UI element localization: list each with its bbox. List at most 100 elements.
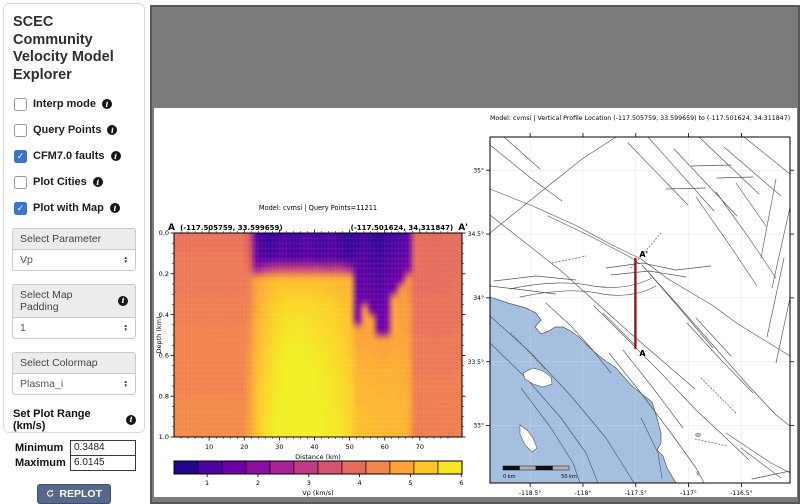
svg-text:0.2: 0.2: [159, 270, 169, 278]
select-value[interactable]: Plasma_i ▲ ▼: [13, 373, 135, 394]
svg-text:0.4: 0.4: [159, 311, 169, 319]
checkbox-label: Query Points: [33, 124, 102, 137]
info-icon[interactable]: i: [118, 295, 128, 306]
maximum-label: Maximum: [15, 457, 66, 470]
info-icon[interactable]: i: [107, 125, 118, 136]
app-title: SCEC Community Velocity Model Explorer: [13, 14, 114, 84]
svg-text:35°: 35°: [473, 167, 484, 174]
svg-text:5: 5: [408, 479, 412, 487]
minimum-row: Minimum: [15, 439, 136, 456]
checkbox-cfm7-0-faults[interactable]: ✓ CFM7.0 faults i: [14, 149, 136, 163]
svg-text:50: 50: [345, 443, 353, 451]
map-title: Model: cvmsi | Vertical Profile Location…: [490, 115, 791, 122]
islands: [519, 367, 553, 453]
info-icon[interactable]: i: [126, 414, 136, 425]
svg-text:34.5°: 34.5°: [468, 231, 484, 238]
select-select-colormap: Select Colormap Plasma_i ▲ ▼: [12, 351, 136, 395]
info-icon[interactable]: i: [110, 151, 121, 162]
checkbox-group: Interp mode i Query Points i ✓ CFM7.0 faults i…: [12, 97, 136, 215]
selected-option: 1: [20, 321, 26, 334]
maximum-input[interactable]: [70, 454, 136, 471]
minimum-input[interactable]: [70, 439, 136, 456]
checkbox-unchecked[interactable]: [14, 175, 27, 189]
select-select-map-padding: Select Map Padding i 1 ▲ ▼: [12, 283, 136, 339]
checkbox-label: Interp mode: [33, 98, 96, 111]
replot-button[interactable]: REPLOT: [37, 483, 111, 504]
svg-text:-117.5°: -117.5°: [625, 490, 647, 495]
checkbox-query-points[interactable]: Query Points i: [14, 123, 136, 137]
fault-map: -118.5° -118° -117.5° -117° -116.5° 33° 33.5° 3…: [468, 133, 794, 495]
velocity-heatmap: [174, 233, 462, 437]
select-header-label: Select Parameter: [20, 232, 102, 245]
checkbox-label: Plot Cities: [33, 176, 87, 189]
endpoint-a-prime: (-117.501624, 34.311847) A': [350, 223, 468, 233]
figure: Model: cvmsi | Query Points=11211 A (-11…: [154, 108, 797, 497]
selected-option: Plasma_i: [20, 377, 64, 390]
plot-range-label: Set Plot Range (km/s): [13, 407, 91, 432]
select-value[interactable]: Vp ▲ ▼: [13, 249, 135, 270]
profile-start-label: A: [639, 349, 646, 358]
endpoint-a: A (-117.505759, 33.599659): [168, 223, 283, 233]
svg-text:33.5°: 33.5°: [468, 359, 484, 366]
map-gridlines: [490, 137, 790, 483]
svg-text:-117°: -117°: [680, 490, 697, 495]
select-value[interactable]: 1 ▲ ▼: [13, 317, 135, 338]
checkbox-checked[interactable]: ✓: [14, 201, 27, 215]
checkbox-interp-mode[interactable]: Interp mode i: [14, 97, 136, 111]
svg-text:60: 60: [381, 443, 389, 451]
selected-option: Vp: [20, 253, 33, 266]
svg-text:40: 40: [310, 443, 318, 451]
select-header: Select Parameter: [13, 228, 135, 250]
info-icon[interactable]: i: [92, 177, 103, 188]
svg-text:Depth (km): Depth (km): [155, 316, 163, 353]
checkbox-unchecked[interactable]: [14, 123, 27, 137]
svg-text:0.6: 0.6: [159, 352, 169, 360]
svg-text:-118°: -118°: [575, 490, 592, 495]
scale-bar-zero-label: 0 km: [503, 474, 516, 480]
checkbox-checked[interactable]: ✓: [14, 149, 27, 163]
lakes: [695, 433, 701, 476]
svg-text:Vp (km/s): Vp (km/s): [302, 489, 333, 497]
plot-range-title: Set Plot Range (km/s) i: [13, 408, 136, 432]
select-arrows-icon: ▲ ▼: [123, 378, 128, 388]
select-select-parameter: Select Parameter Vp ▲ ▼: [12, 227, 136, 271]
svg-text:10: 10: [205, 443, 213, 451]
checkbox-plot-cities[interactable]: Plot Cities i: [14, 175, 136, 189]
svg-text:1: 1: [205, 479, 209, 487]
select-header-label: Select Colormap: [20, 356, 98, 369]
map-frame-and-profile: -118.5° -118° -117.5° -117° -116.5° 33° 33.5° 3…: [468, 133, 794, 495]
svg-text:6: 6: [459, 479, 463, 487]
profile-endpoints: A (-117.505759, 33.599659) (-117.501624,…: [168, 215, 468, 234]
replot-label: REPLOT: [59, 487, 102, 500]
scale-bar-max-label: 50 km: [561, 474, 577, 480]
svg-text:0.8: 0.8: [159, 392, 169, 400]
refresh-icon: [47, 490, 54, 497]
checkbox-label: Plot with Map: [33, 202, 104, 215]
sidebar: SCEC Community Velocity Model Explorer I…: [3, 3, 145, 504]
svg-text:34°: 34°: [473, 295, 484, 302]
svg-text:70: 70: [416, 443, 424, 451]
checkbox-plot-with-map[interactable]: ✓ Plot with Map i: [14, 201, 136, 215]
svg-text:2: 2: [256, 479, 260, 487]
svg-text:4: 4: [358, 479, 362, 487]
checkbox-unchecked[interactable]: [14, 97, 27, 111]
select-arrows-icon: ▲ ▼: [123, 254, 128, 264]
select-group: Select Parameter Vp ▲ ▼ Select Map Padding i 1…: [12, 227, 136, 395]
svg-text:20: 20: [240, 443, 248, 451]
maximum-row: Maximum: [15, 454, 136, 471]
svg-text:-116.5°: -116.5°: [730, 490, 752, 495]
plot-window: Model: cvmsi | Query Points=11211 A (-11…: [150, 5, 800, 504]
minimum-label: Minimum: [15, 441, 64, 454]
svg-text:33°: 33°: [473, 423, 484, 430]
select-header: Select Colormap: [13, 352, 135, 374]
info-icon[interactable]: i: [101, 99, 112, 110]
profile-end-label: A': [639, 250, 648, 259]
svg-text:30: 30: [275, 443, 283, 451]
info-icon[interactable]: i: [109, 203, 120, 214]
svg-text:3: 3: [307, 479, 311, 487]
select-header-label: Select Map Padding: [20, 288, 73, 313]
svg-text:1.0: 1.0: [159, 433, 169, 441]
select-arrows-icon: ▲ ▼: [123, 322, 128, 332]
svg-text:Distance (km): Distance (km): [295, 453, 341, 461]
